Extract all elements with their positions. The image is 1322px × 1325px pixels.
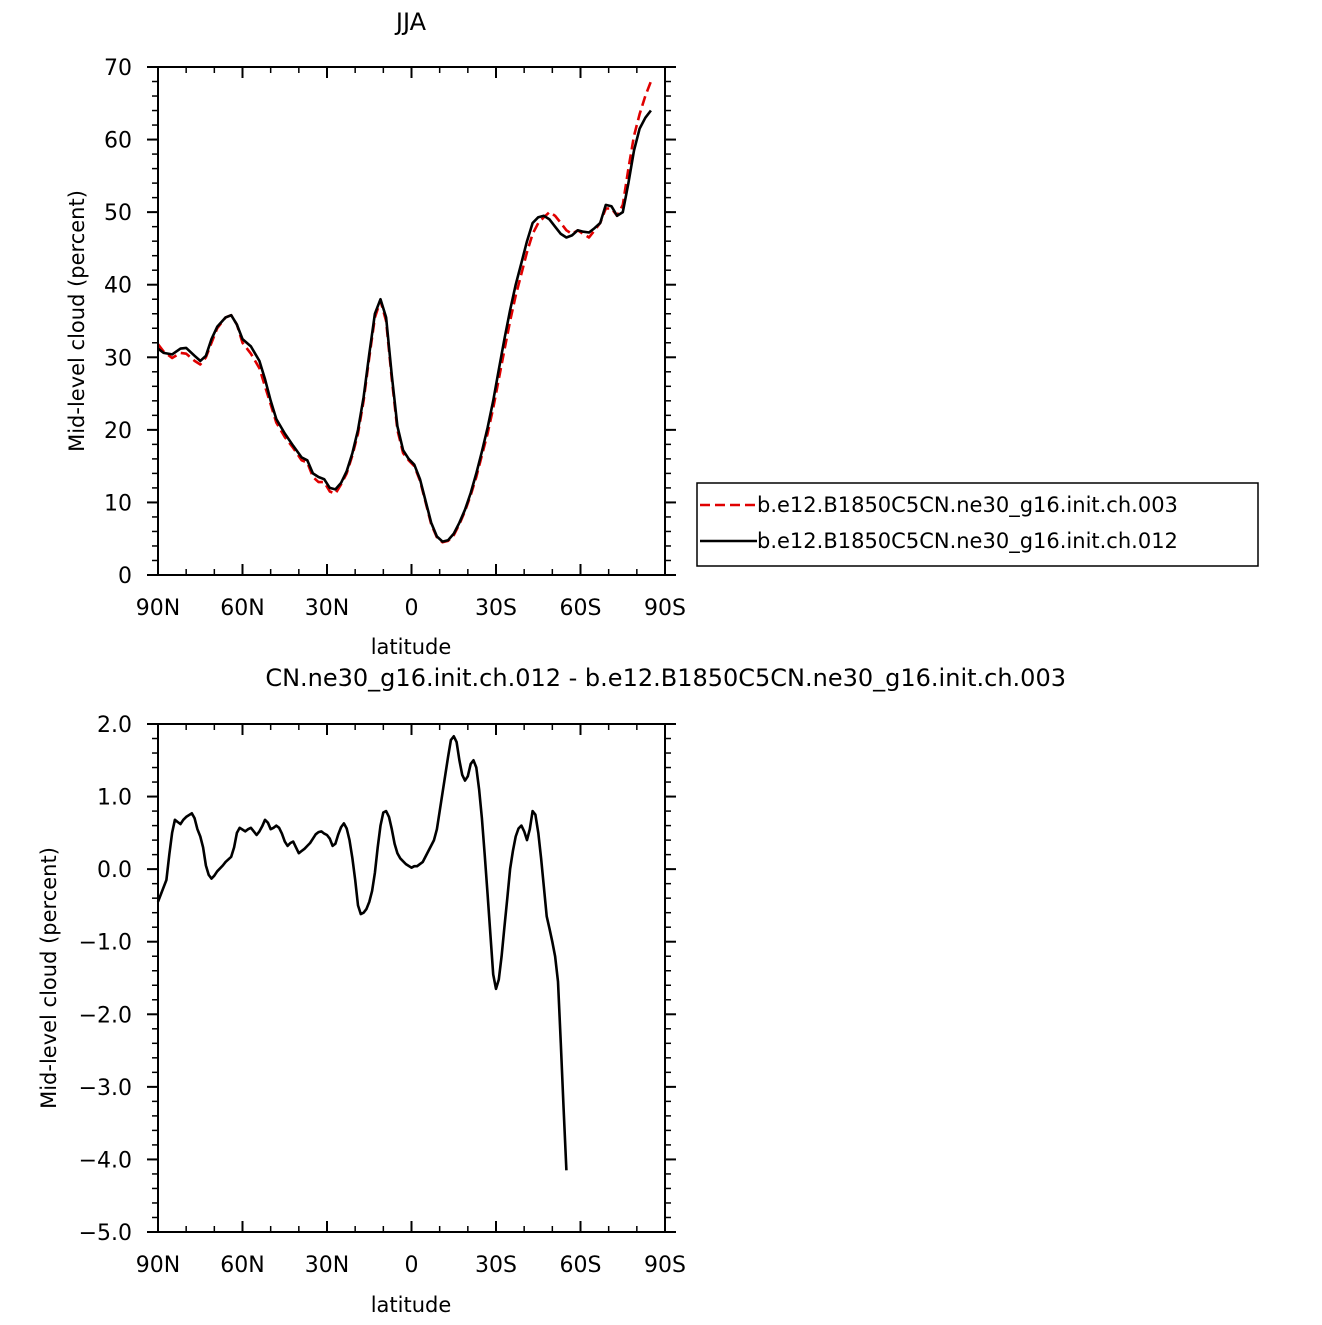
top-x-axis-label: latitude (371, 635, 452, 659)
y-tick-label: 60 (104, 129, 132, 154)
x-tick-label: 60N (220, 596, 264, 621)
y-tick-label: 40 (104, 274, 132, 299)
top-plot-frame (157, 66, 666, 576)
series-line-1 (157, 109, 652, 543)
y-tick-label: 0 (118, 564, 132, 589)
series-line-0 (156, 735, 568, 1171)
bottom-panel-ticks (147, 723, 676, 1233)
x-tick-label: 0 (405, 596, 419, 621)
x-tick-label: 60N (220, 1253, 264, 1278)
legend: b.e12.B1850C5CN.ne30_g16.init.ch.003 b.e… (696, 482, 1259, 567)
y-tick-label: 0.0 (97, 858, 132, 883)
x-tick-label: 90S (644, 596, 686, 621)
legend-box (696, 482, 1259, 567)
y-tick-label: 20 (104, 419, 132, 444)
bottom-panel-title: CN.ne30_g16.init.ch.012 - b.e12.B1850C5C… (265, 664, 1066, 692)
bottom-x-tick-labels: 90N 60N 30N 0 30S 60S 90S (136, 1253, 686, 1278)
y-tick-label: 30 (104, 346, 132, 371)
y-tick-label: 1.0 (97, 786, 132, 811)
y-tick-label: 50 (104, 201, 132, 226)
x-tick-label: 90N (136, 1253, 180, 1278)
x-tick-label: 30N (305, 1253, 349, 1278)
bottom-plot-frame (157, 723, 666, 1233)
top-panel-ticks (147, 66, 676, 576)
top-y-tick-labels: 0 10 20 30 40 50 60 70 (104, 56, 132, 589)
legend-label-series-003: b.e12.B1850C5CN.ne30_g16.init.ch.003 (757, 493, 1178, 518)
top-y-axis-label: Mid-level cloud (percent) (65, 190, 89, 452)
bottom-y-axis-label: Mid-level cloud (percent) (37, 847, 61, 1109)
y-tick-label: −5.0 (79, 1221, 132, 1246)
bottom-y-tick-labels: 2.0 1.0 0.0 −1.0 −2.0 −3.0 −4.0 −5.0 (79, 713, 132, 1246)
y-tick-label: 70 (104, 56, 132, 81)
legend-label-series-012: b.e12.B1850C5CN.ne30_g16.init.ch.012 (757, 529, 1178, 554)
y-tick-label: −4.0 (79, 1148, 132, 1173)
x-tick-label: 0 (405, 1253, 419, 1278)
bottom-panel-series (156, 735, 568, 1171)
x-tick-label: 60S (560, 1253, 602, 1278)
top-panel-series (156, 81, 653, 544)
x-tick-label: 90S (644, 1253, 686, 1278)
y-tick-label: −3.0 (79, 1076, 132, 1101)
y-tick-label: −1.0 (79, 931, 132, 956)
y-tick-label: 10 (104, 491, 132, 516)
y-tick-label: −2.0 (79, 1003, 132, 1028)
x-tick-label: 60S (560, 596, 602, 621)
top-x-tick-labels: 90N 60N 30N 0 30S 60S 90S (136, 596, 686, 621)
bottom-x-axis-label: latitude (371, 1293, 452, 1317)
x-tick-label: 30S (475, 596, 517, 621)
y-tick-label: 2.0 (97, 713, 132, 738)
series-line-0 (156, 81, 653, 544)
x-tick-label: 90N (136, 596, 180, 621)
bottom-panel: CN.ne30_g16.init.ch.012 - b.e12.B1850C5C… (37, 664, 1066, 1317)
x-tick-label: 30S (475, 1253, 517, 1278)
top-panel-title: JJA (394, 8, 427, 36)
x-tick-label: 30N (305, 596, 349, 621)
